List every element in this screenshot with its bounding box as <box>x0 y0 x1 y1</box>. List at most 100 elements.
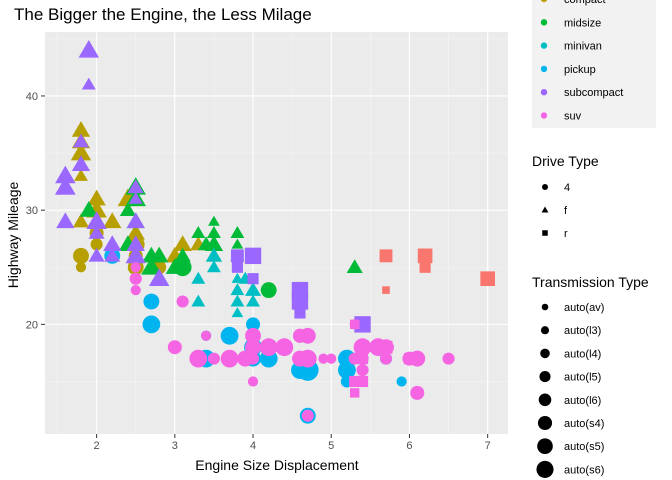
x-tick-label: 4 <box>250 440 256 452</box>
data-point <box>167 340 182 355</box>
legend-trans-key <box>540 348 550 359</box>
data-point <box>176 295 189 308</box>
data-point <box>246 317 261 332</box>
legend-trans-label: auto(l3) <box>564 325 601 337</box>
y-tick-label: 30 <box>26 205 38 217</box>
x-tick-label: 7 <box>485 440 491 452</box>
data-point <box>144 248 159 261</box>
data-point <box>230 294 245 307</box>
data-point <box>356 363 369 377</box>
data-point <box>189 349 208 368</box>
chart-title: The Bigger the Engine, the Less Milage <box>14 5 312 24</box>
data-point <box>72 133 90 148</box>
legend-trans-label: auto(l4) <box>564 348 601 360</box>
legend-class-label: subcompact <box>564 87 623 99</box>
legend-key-bg <box>534 0 554 9</box>
legend-drive-key <box>542 230 548 236</box>
data-point <box>231 272 244 283</box>
legend-trans-label: auto(l6) <box>564 395 601 407</box>
legend-class-label: pickup <box>564 64 596 76</box>
legend-drive: Drive Type 4 fr <box>532 153 599 240</box>
data-points <box>55 40 495 424</box>
legend-trans-label: auto(s5) <box>564 441 604 453</box>
data-point <box>88 247 105 262</box>
legend-trans-label: auto(av) <box>564 302 604 314</box>
legend-drive-key <box>541 206 549 213</box>
data-point <box>90 238 103 251</box>
data-point <box>191 226 206 239</box>
data-point <box>244 282 262 296</box>
data-point <box>79 201 98 217</box>
data-point <box>230 249 244 263</box>
data-point <box>206 260 221 273</box>
data-point <box>230 283 245 296</box>
data-point <box>442 352 455 365</box>
data-point <box>260 282 277 299</box>
data-point <box>81 77 96 90</box>
data-point <box>349 319 360 330</box>
data-point <box>126 212 145 229</box>
data-point <box>301 409 314 422</box>
data-point <box>417 248 433 264</box>
legend-class-label: compact <box>564 0 606 6</box>
data-point <box>382 286 390 294</box>
data-point <box>191 271 206 284</box>
data-point <box>208 215 220 226</box>
data-point <box>419 261 431 273</box>
data-point <box>346 259 363 274</box>
data-point <box>128 191 143 204</box>
data-point <box>409 350 426 367</box>
data-point <box>88 224 105 239</box>
data-point <box>205 247 222 262</box>
data-point <box>247 376 259 387</box>
data-point <box>301 329 314 342</box>
data-point <box>119 202 136 216</box>
data-point <box>143 293 160 310</box>
legend-trans-key <box>536 460 554 478</box>
data-point <box>126 235 145 252</box>
panel-background <box>45 32 508 434</box>
data-point <box>150 269 169 286</box>
x-tick-label: 2 <box>94 440 100 452</box>
axes: 2 3 4 5 6 7 20 30 40 <box>26 91 491 452</box>
y-tick-label: 20 <box>26 319 38 331</box>
data-point <box>104 247 121 262</box>
data-point <box>261 340 276 355</box>
data-point <box>230 226 245 239</box>
data-point <box>55 165 76 184</box>
data-point <box>173 235 192 252</box>
data-point <box>480 271 495 286</box>
data-point <box>293 352 307 365</box>
legend-drive-title: Drive Type <box>532 153 599 169</box>
data-point <box>291 293 309 310</box>
data-point <box>369 338 388 357</box>
legend-class-label: minivan <box>564 41 602 53</box>
legend-trans-label: auto(s6) <box>564 464 604 476</box>
data-point <box>130 285 141 296</box>
data-point <box>191 294 206 307</box>
data-point <box>56 212 75 229</box>
x-axis-title: Engine Size Displacement <box>195 457 359 473</box>
data-point <box>70 142 92 161</box>
data-point <box>379 249 393 263</box>
data-point <box>204 235 224 252</box>
data-point <box>142 315 161 334</box>
data-point <box>231 238 244 249</box>
data-point <box>350 388 360 398</box>
data-point <box>245 327 261 344</box>
legend-class-key <box>540 19 548 26</box>
legend-trans-label: auto(l5) <box>564 372 601 384</box>
data-point <box>103 235 122 252</box>
data-point <box>356 352 369 365</box>
legend-drive-label: f <box>564 205 568 217</box>
legend-trans-key <box>538 393 552 407</box>
data-point <box>410 385 425 400</box>
data-point <box>206 226 221 239</box>
y-axis-title: Highway Mileage <box>5 181 21 288</box>
data-point <box>318 353 329 364</box>
data-point <box>103 212 122 229</box>
legend-drive-key <box>542 184 548 190</box>
data-point <box>245 339 261 356</box>
legend-trans-key <box>537 438 553 455</box>
data-point <box>207 352 220 365</box>
